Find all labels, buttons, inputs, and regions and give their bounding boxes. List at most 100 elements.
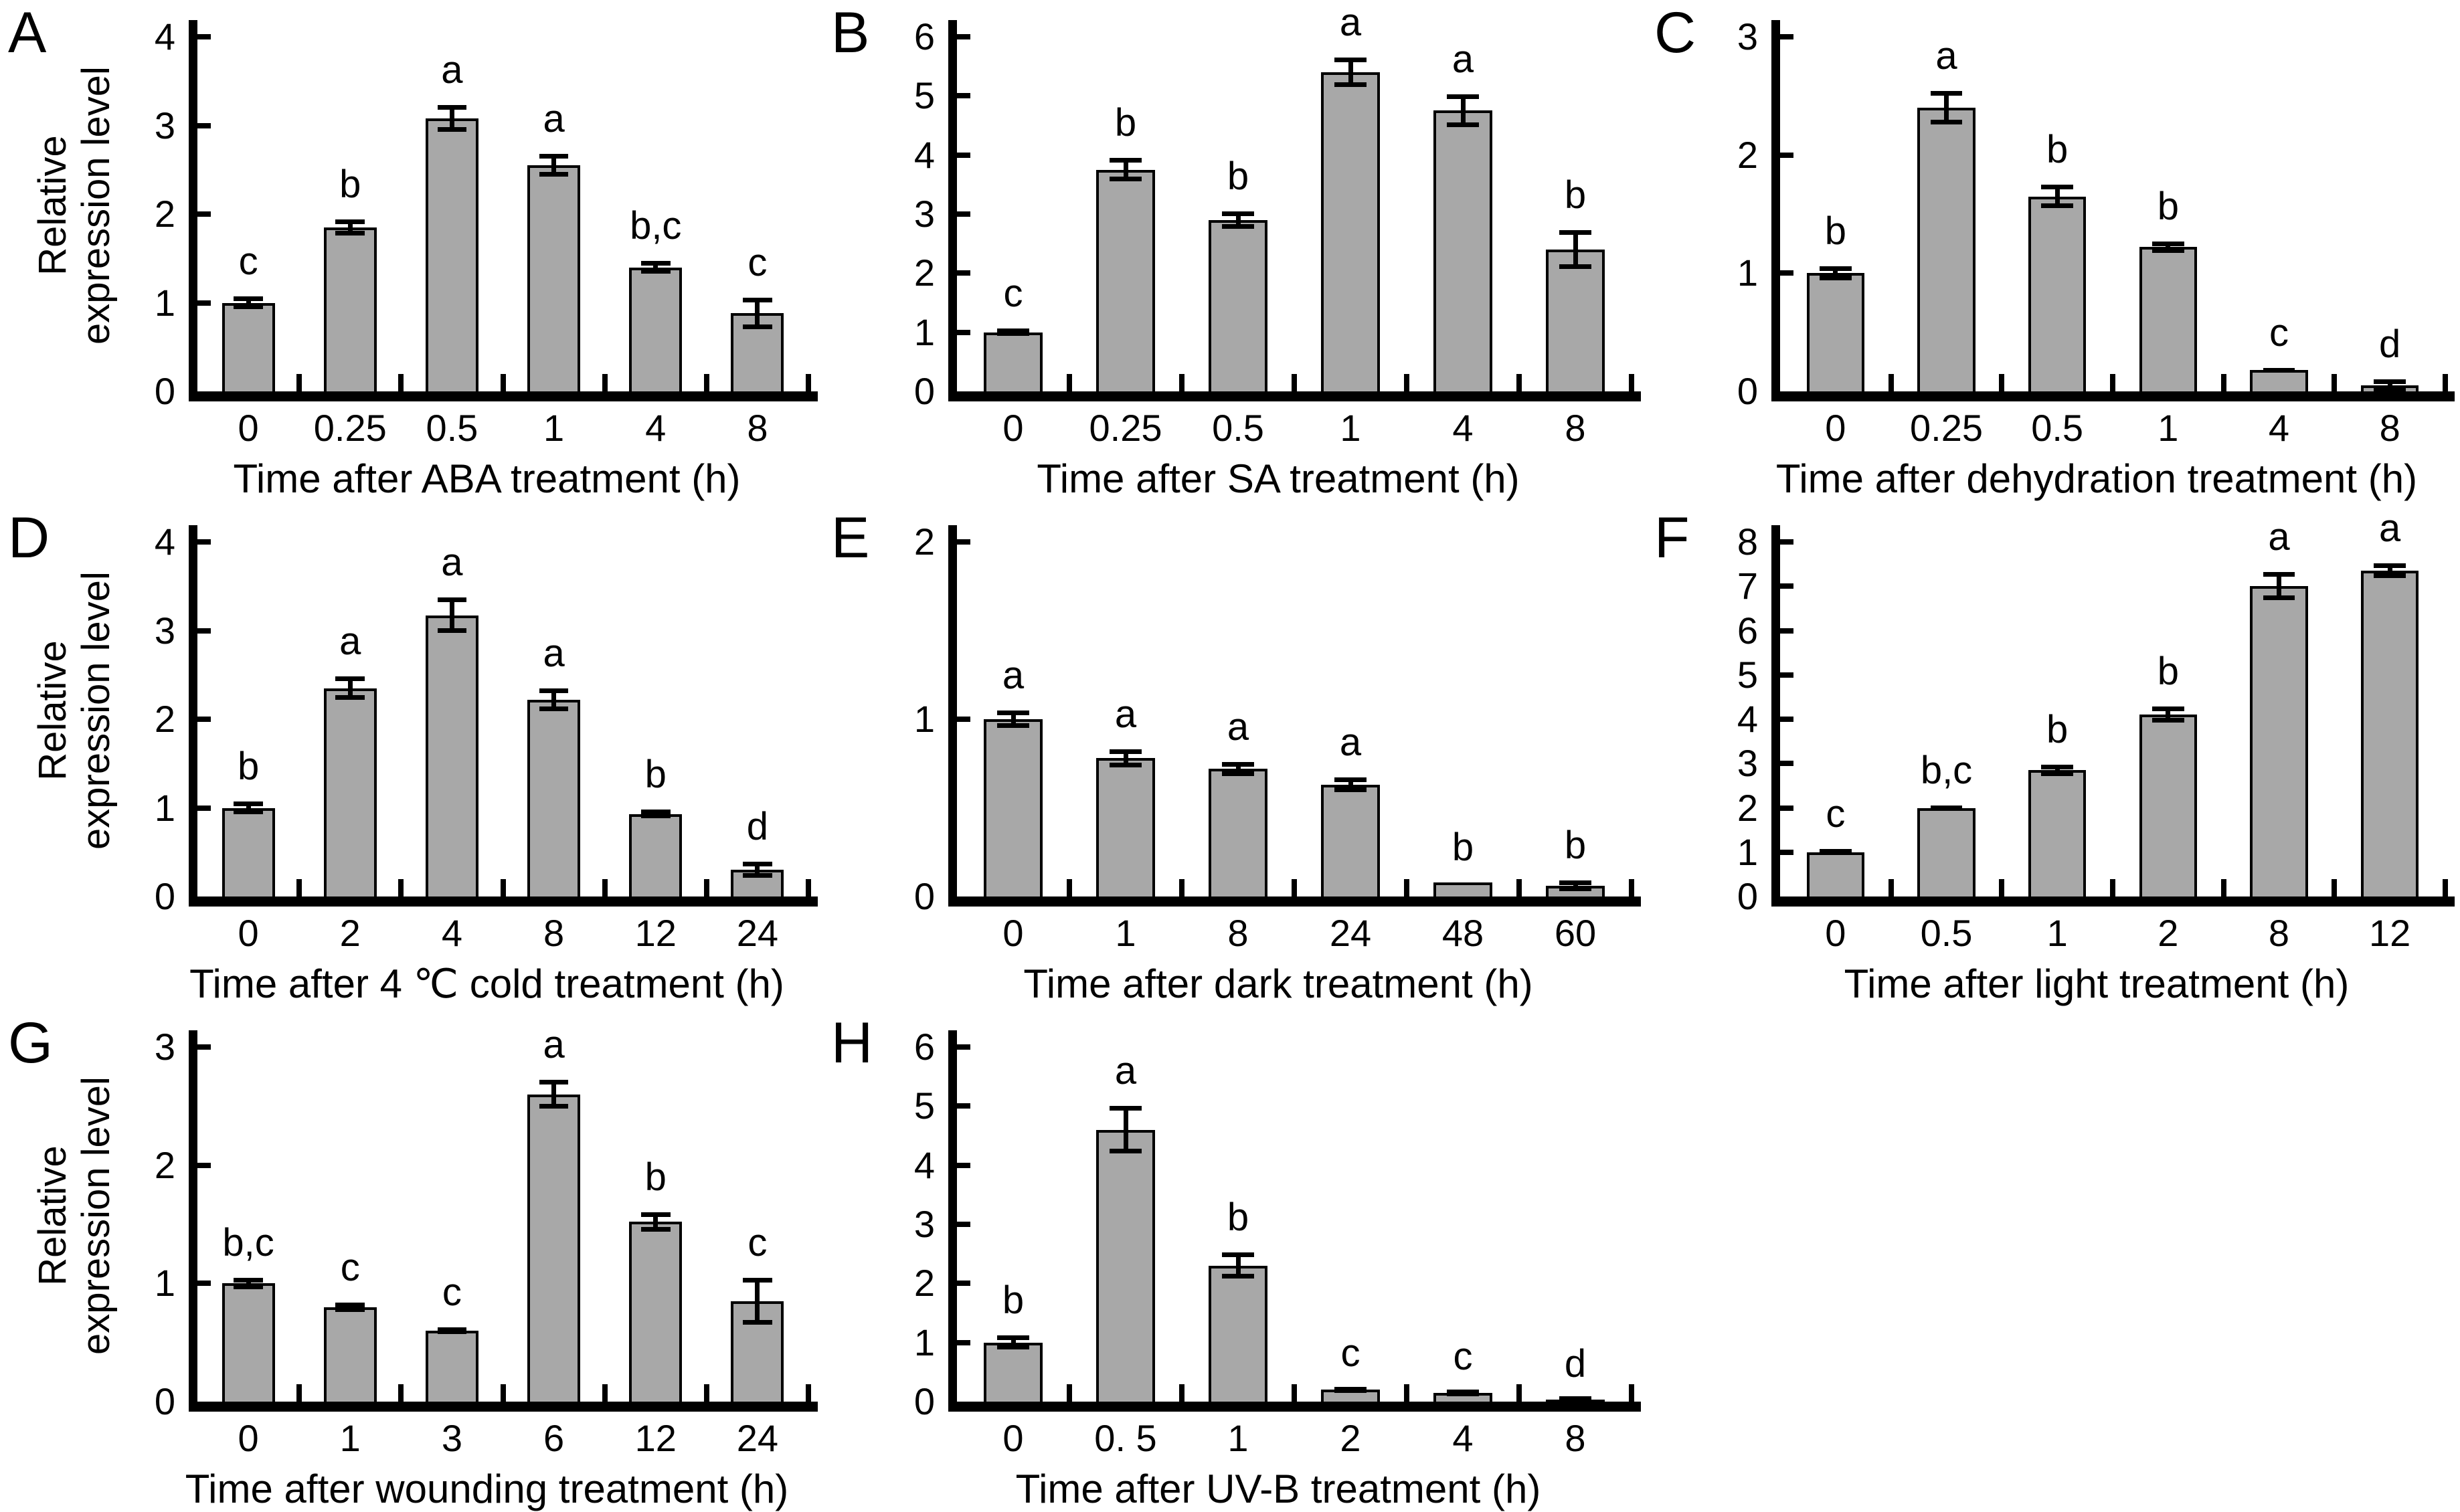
x-tick-label: 4 bbox=[645, 407, 667, 449]
bar-A-0.25 bbox=[323, 227, 377, 391]
error-bar-cap-top bbox=[1820, 266, 1852, 271]
y-tick-3 bbox=[957, 1222, 970, 1227]
x-tick-label: 0 bbox=[1002, 912, 1024, 954]
y-tick-label: 3 bbox=[1737, 742, 1758, 785]
bar-F-8 bbox=[2250, 586, 2308, 896]
error-bar-cap-bottom bbox=[1820, 275, 1852, 280]
error-bar-cap-bottom bbox=[743, 324, 772, 330]
error-bar-cap-top bbox=[2374, 379, 2406, 385]
bar-B-0.25 bbox=[1096, 169, 1155, 391]
error-bar-line bbox=[1123, 1106, 1128, 1153]
panel-letter-B: B bbox=[831, 1, 870, 65]
x-tick bbox=[1179, 374, 1184, 391]
x-tick-label: 1 bbox=[2158, 407, 2179, 449]
bar-D-0 bbox=[222, 808, 275, 896]
y-tick-5 bbox=[1780, 672, 1793, 678]
x-axis-line bbox=[948, 896, 1641, 907]
y-tick-label: 0 bbox=[1737, 875, 1758, 917]
y-axis-title-line: Relative bbox=[31, 640, 75, 781]
sig-letter: a bbox=[543, 631, 565, 675]
x-tick bbox=[806, 374, 811, 391]
error-bar-cap-bottom bbox=[539, 172, 569, 177]
y-axis-line bbox=[1771, 525, 1780, 907]
y-tick-2 bbox=[957, 539, 970, 545]
y-tick-label: 2 bbox=[154, 698, 175, 740]
y-axis-line bbox=[948, 20, 957, 401]
y-axis-line bbox=[948, 1030, 957, 1412]
y-tick-label: 2 bbox=[154, 1143, 175, 1186]
x-tick-label: 12 bbox=[2369, 912, 2411, 954]
x-tick-label: 8 bbox=[2268, 912, 2290, 954]
panel-letter-A: A bbox=[8, 1, 47, 65]
x-axis-title: Time after light treatment (h) bbox=[1844, 961, 2350, 1006]
y-tick-1 bbox=[197, 805, 211, 811]
sig-letter: a bbox=[1227, 704, 1249, 749]
x-tick-label: 0.25 bbox=[1089, 407, 1162, 449]
sig-letter: b,c bbox=[1920, 748, 1973, 792]
x-tick bbox=[500, 1384, 506, 1402]
y-tick-label: 1 bbox=[154, 281, 175, 324]
y-tick-label: 5 bbox=[913, 1084, 935, 1127]
x-tick-label: 1 bbox=[1115, 912, 1136, 954]
x-tick bbox=[296, 879, 302, 896]
y-axis-title-line: Relative bbox=[31, 135, 75, 276]
y-tick-label: 4 bbox=[913, 133, 935, 176]
error-bar-line bbox=[2166, 706, 2171, 723]
error-bar-line bbox=[347, 676, 353, 700]
sig-letter: a bbox=[1339, 0, 1362, 44]
bar-F-2 bbox=[2139, 715, 2197, 896]
error-bar-line bbox=[2277, 572, 2281, 601]
y-tick-1 bbox=[957, 717, 970, 722]
y-tick-2 bbox=[197, 211, 211, 217]
error-bar-cap-bottom bbox=[1334, 787, 1367, 792]
bar-A-0.5 bbox=[425, 118, 478, 391]
x-tick bbox=[2332, 374, 2338, 391]
error-bar-cap-bottom bbox=[234, 304, 263, 309]
y-axis-title: Relative expression level bbox=[31, 1076, 118, 1355]
error-bar-cap-bottom bbox=[437, 1329, 467, 1335]
x-tick-label: 24 bbox=[1329, 912, 1372, 954]
x-tick bbox=[398, 374, 404, 391]
x-tick-label: 8 bbox=[1565, 1417, 1586, 1459]
error-bar-cap-bottom bbox=[539, 706, 569, 712]
sig-letter: c bbox=[748, 1220, 768, 1264]
x-tick-label: 0 bbox=[1825, 912, 1846, 954]
x-tick-label: 12 bbox=[634, 912, 677, 954]
y-tick-4 bbox=[957, 152, 970, 158]
x-tick-label: 0.5 bbox=[2031, 407, 2084, 449]
bar-F-0 bbox=[1806, 852, 1864, 896]
sig-letter: c bbox=[748, 240, 768, 284]
bar-F-0.5 bbox=[1917, 808, 1975, 896]
error-bar-line bbox=[1011, 1335, 1016, 1350]
bar-B-4 bbox=[1433, 110, 1492, 391]
y-tick-1 bbox=[197, 300, 211, 306]
y-tick-label: 1 bbox=[913, 310, 935, 353]
bar-G-0 bbox=[222, 1283, 275, 1402]
x-axis-title: Time after ABA treatment (h) bbox=[233, 456, 741, 501]
error-bar-cap-bottom bbox=[2374, 573, 2406, 579]
y-tick-label: 2 bbox=[913, 252, 935, 294]
x-tick-label: 0.25 bbox=[313, 407, 387, 449]
panel-letter-H: H bbox=[831, 1011, 873, 1075]
x-tick bbox=[1179, 879, 1184, 896]
error-bar-line bbox=[551, 688, 557, 712]
y-tick-label: 0 bbox=[154, 370, 175, 412]
bar-G-6 bbox=[527, 1094, 581, 1402]
error-bar-cap-top bbox=[1221, 211, 1255, 216]
error-bar-cap-top bbox=[640, 261, 671, 266]
bar-F-12 bbox=[2361, 571, 2419, 896]
y-tick-label: 0 bbox=[913, 370, 935, 412]
error-bar-cap-bottom bbox=[996, 330, 1030, 336]
bar-D-2 bbox=[323, 688, 377, 896]
x-tick bbox=[1888, 374, 1894, 391]
error-bar-cap-top bbox=[234, 296, 263, 302]
x-tick bbox=[296, 1384, 302, 1402]
error-bar-line bbox=[1573, 229, 1578, 270]
bar-E-24 bbox=[1321, 785, 1380, 896]
y-tick-label: 4 bbox=[913, 1143, 935, 1186]
panel-B: B 0 1 2 3 4 5 6 c 0 b 0.25 b 0.5 a 1 a 4 b 8 Time after SA t… bbox=[823, 0, 1646, 505]
error-bar-cap-bottom bbox=[2041, 771, 2073, 776]
x-tick-label: 0.5 bbox=[1212, 407, 1264, 449]
y-tick-1 bbox=[1780, 270, 1793, 276]
error-bar-cap-bottom bbox=[1109, 1149, 1142, 1153]
